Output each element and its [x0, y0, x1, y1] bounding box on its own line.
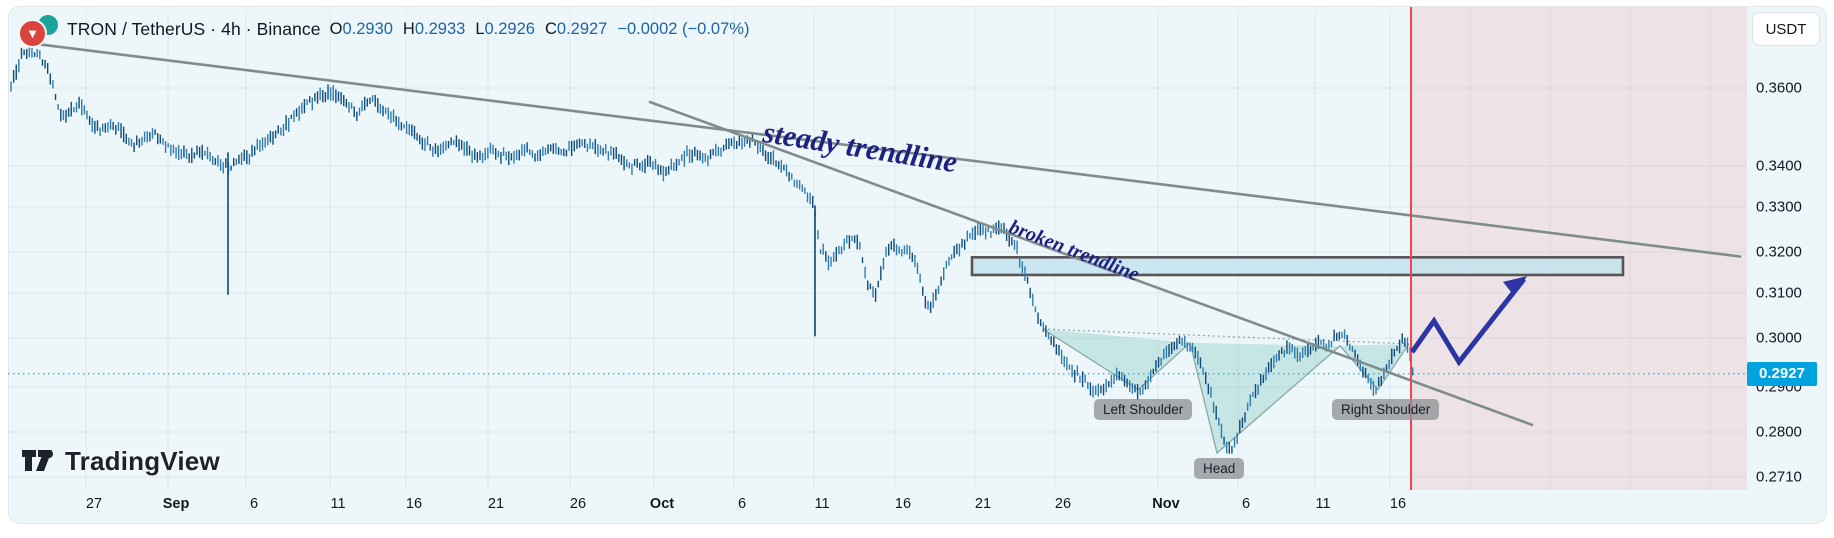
- right-shoulder-badge: Right Shoulder: [1332, 399, 1440, 420]
- time-axis-label: 21: [487, 496, 505, 512]
- price-tick-label: 0.3200: [1756, 243, 1802, 261]
- time-axis-label: 21: [974, 496, 992, 512]
- time-axis[interactable]: 27 Sep 6 11 16 21 26 Oct 6 11 16 21 26 Nov 6 11 16: [8, 494, 1748, 520]
- open-value: O0.2930: [329, 19, 393, 38]
- time-axis-label: Sep: [162, 496, 190, 512]
- tradingview-logo-icon: [22, 449, 53, 471]
- price-tick-label: 0.3000: [1756, 329, 1802, 347]
- head-badge: Head: [1194, 458, 1245, 479]
- time-axis-label: 26: [569, 496, 587, 512]
- ohlc-readout: O0.2930 H0.2933 L0.2926 C0.2927 −0.0002 …: [330, 20, 750, 39]
- time-axis-label: 6: [249, 496, 259, 512]
- symbol-legend[interactable]: ▼ TRON / TetherUS · 4h · Binance O0.2930…: [14, 11, 750, 48]
- last-price-badge: 0.2927: [1747, 361, 1817, 386]
- time-axis-label: 6: [737, 496, 747, 512]
- time-axis-label: 16: [405, 496, 423, 512]
- time-axis-label: 11: [814, 496, 830, 512]
- time-axis-label: 16: [1389, 496, 1407, 512]
- time-axis-label: Nov: [1152, 496, 1180, 512]
- time-axis-label: Oct: [649, 496, 675, 512]
- time-axis-label: 26: [1054, 496, 1072, 512]
- tron-logo-icon: ▼: [18, 19, 47, 48]
- time-axis-label: 11: [330, 496, 346, 512]
- change-value: −0.0002 (−0.07%): [617, 19, 750, 38]
- price-tick-label: 0.3400: [1756, 157, 1802, 175]
- time-axis-label: 11: [1315, 496, 1331, 512]
- tradingview-logo-text: TradingView: [65, 446, 220, 476]
- high-value: H0.2933: [402, 19, 466, 38]
- close-value: C0.2927: [544, 19, 608, 38]
- symbol-title[interactable]: TRON / TetherUS · 4h · Binance: [67, 18, 321, 39]
- time-axis-label: 6: [1241, 496, 1251, 512]
- time-axis-label: 16: [894, 496, 912, 512]
- tradingview-watermark[interactable]: TradingView: [22, 446, 220, 477]
- currency-unit-button[interactable]: USDT: [1752, 12, 1820, 46]
- time-axis-label: 27: [85, 496, 103, 512]
- price-axis[interactable]: 0.3600 0.3400 0.3300 0.3200 0.3100 0.3000 0.29…: [1750, 0, 1830, 490]
- pair-logo-icon: ▼: [14, 11, 60, 48]
- low-value: L0.2926: [475, 19, 535, 38]
- price-tick-label: 0.3100: [1756, 284, 1802, 302]
- price-tick-label: 0.2800: [1756, 423, 1802, 441]
- price-tick-label: 0.3300: [1756, 198, 1802, 216]
- left-shoulder-badge: Left Shoulder: [1094, 399, 1193, 420]
- price-tick-label: 0.2710: [1756, 468, 1802, 486]
- price-tick-label: 0.3600: [1756, 79, 1802, 97]
